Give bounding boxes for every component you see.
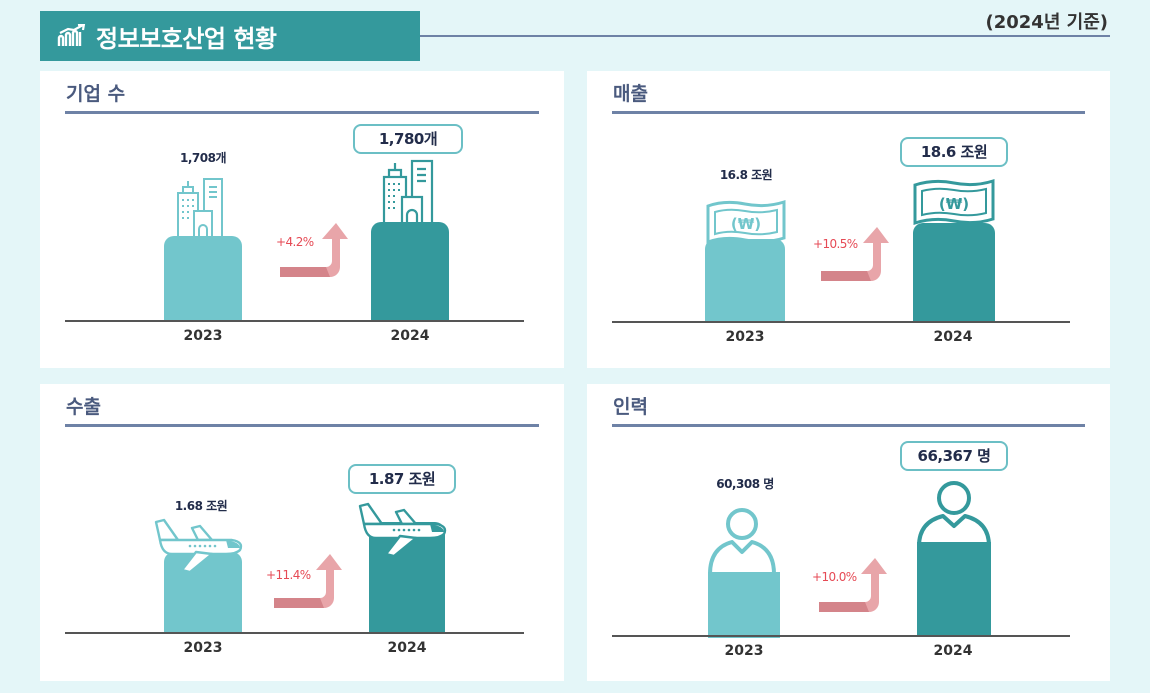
airplane-icon xyxy=(154,518,243,574)
bar-2023 xyxy=(164,236,242,321)
bar-2023 xyxy=(164,552,242,633)
value-2023: 1,708개 xyxy=(180,151,227,165)
value-2023: 1.68 조원 xyxy=(174,499,228,513)
page-title-banner: 정보보호산업 현황 xyxy=(40,11,420,61)
airplane-icon xyxy=(358,502,447,558)
value-2024-box: 1.87 조원 xyxy=(348,464,456,494)
year-label-2023: 2023 xyxy=(183,328,223,344)
value-2024-box: 1,780개 xyxy=(353,124,463,154)
basis-year-label: (2024년 기준) xyxy=(985,12,1109,33)
panel-divider xyxy=(612,424,1085,427)
panel-divider xyxy=(612,111,1085,114)
chart-baseline xyxy=(65,320,524,322)
buildings-icon xyxy=(177,178,223,239)
growth-rate: +10.5% xyxy=(813,237,858,251)
panel-companies: 기업 수 1,708개 +4.2% 1,780개 2023 2024 xyxy=(40,71,564,368)
growth-arrow-icon xyxy=(821,227,889,281)
title-divider xyxy=(420,35,1110,37)
bar-2024 xyxy=(371,222,449,321)
person-icon xyxy=(708,508,780,638)
panel-divider xyxy=(65,111,539,114)
panel-workforce: 인력 60,308 명 +10.0% 66,367 명 2023 2024 xyxy=(587,384,1110,681)
year-label-2024: 2024 xyxy=(933,643,973,659)
page-title: 정보보호산업 현황 xyxy=(96,24,277,53)
year-label-2023: 2023 xyxy=(724,643,764,659)
bar-2024 xyxy=(913,223,995,322)
growth-rate: +10.0% xyxy=(812,570,857,584)
banknote-won-icon: (₩) xyxy=(706,199,786,244)
panel-exports: 수출 1.68 조원 +11.4% 1.87 조원 2023 2024 xyxy=(40,384,564,681)
panel-revenue: 매출 16.8 조원 (₩) +10.5% 18.6 조원 (₩) 2023 2… xyxy=(587,71,1110,368)
panel-title: 수출 xyxy=(66,396,101,418)
year-label-2023: 2023 xyxy=(183,640,223,656)
panel-title: 기업 수 xyxy=(66,83,126,105)
panel-divider xyxy=(65,424,539,427)
growth-arrow-icon xyxy=(819,558,887,612)
value-2024-box: 66,367 명 xyxy=(900,441,1008,471)
banknote-won-icon: (₩) xyxy=(913,178,995,225)
panel-title: 매출 xyxy=(613,83,648,105)
growth-chart-icon xyxy=(57,24,86,46)
value-2023: 60,308 명 xyxy=(716,477,774,491)
year-label-2023: 2023 xyxy=(725,329,765,345)
person-icon xyxy=(917,481,991,636)
panel-title: 인력 xyxy=(613,396,648,418)
svg-text:(₩): (₩) xyxy=(939,195,969,213)
year-label-2024: 2024 xyxy=(387,640,427,656)
buildings-icon xyxy=(382,159,434,227)
growth-rate: +4.2% xyxy=(276,235,314,249)
value-2023: 16.8 조원 xyxy=(719,168,773,182)
svg-text:(₩): (₩) xyxy=(731,215,761,233)
chart-baseline xyxy=(612,635,1070,637)
chart-baseline xyxy=(65,632,524,634)
growth-arrow-icon xyxy=(274,554,342,608)
value-2024-box: 18.6 조원 xyxy=(900,137,1008,167)
year-label-2024: 2024 xyxy=(390,328,430,344)
growth-arrow-icon xyxy=(280,223,348,277)
bar-2023 xyxy=(705,239,785,322)
year-label-2024: 2024 xyxy=(933,329,973,345)
chart-baseline xyxy=(612,321,1070,323)
growth-rate: +11.4% xyxy=(266,568,311,582)
